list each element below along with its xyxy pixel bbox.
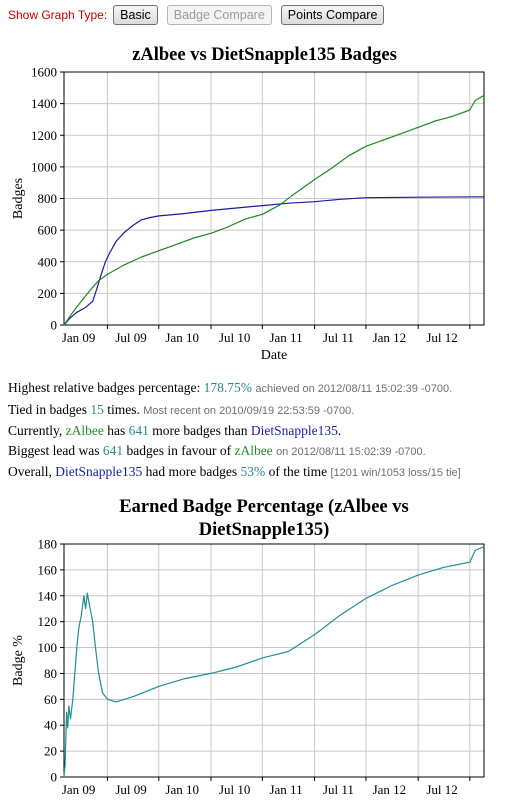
stat-highest-percentage: Highest relative badges percentage: 178.… [8, 378, 526, 400]
y-tick-label: 40 [44, 718, 57, 733]
user-dietsnapple: DietSnapple135 [55, 464, 142, 479]
highest-percentage-date: achieved on 2012/08/11 15:02:39 -0700. [255, 383, 452, 395]
y-tick-label: 160 [38, 562, 58, 577]
x-tick-label: Jul 12 [426, 330, 457, 345]
x-tick-label: Jul 09 [115, 782, 146, 797]
stat-label: Tied in badges [8, 402, 87, 417]
graph-type-label: Show Graph Type: [8, 8, 107, 22]
stat-label: . [338, 423, 341, 438]
x-tick-label: Jan 09 [62, 782, 96, 797]
x-tick-label: Jul 09 [115, 330, 146, 345]
y-tick-label: 200 [38, 286, 58, 301]
x-tick-label: Jan 11 [269, 330, 302, 345]
plot-area [64, 544, 484, 777]
y-tick-label: 1400 [31, 96, 57, 111]
user-zalbee: zAlbee [66, 423, 104, 438]
percentage-chart: 0 20 40 60 80 100 120 140 160 180 Jan 09 Jul 09 Jan … [0, 538, 529, 800]
y-tick-label: 120 [38, 614, 58, 629]
y-tick-label: 100 [38, 640, 58, 655]
stat-label: had more badges [146, 464, 237, 479]
y-tick-label: 0 [51, 770, 58, 785]
x-tick-label: Jul 12 [426, 782, 457, 797]
y-tick-label: 140 [38, 588, 58, 603]
y-tick-label: 400 [38, 254, 58, 269]
overall-percent: 53% [240, 464, 265, 479]
y-tick-label: 0 [51, 318, 58, 333]
x-tick-label: Jan 10 [165, 782, 199, 797]
y-tick-label: 20 [44, 744, 57, 759]
biggest-lead-date: on 2012/08/11 15:02:39 -0700. [276, 446, 426, 458]
badges-chart: 0 200 400 600 800 1000 1200 1400 1600 Jan 09 Jul 0… [0, 64, 529, 364]
basic-button[interactable]: Basic [113, 5, 158, 25]
x-tick-label: Jul 10 [219, 782, 250, 797]
x-tick-label: Jan 11 [269, 782, 302, 797]
stat-label: Biggest lead was [8, 443, 99, 458]
tie-note: Most recent on 2010/09/19 22:53:59 -0700… [143, 405, 354, 417]
x-tick-label: Jul 11 [323, 782, 354, 797]
badge-compare-button[interactable]: Badge Compare [167, 5, 272, 25]
tie-count: 15 [90, 402, 104, 417]
stat-label: Currently, [8, 423, 62, 438]
x-axis-label: Date [261, 348, 287, 363]
win-loss-record: [1201 win/1053 loss/15 tie] [330, 467, 460, 479]
y-tick-label: 800 [38, 191, 58, 206]
stat-ties: Tied in badges 15 times. Most recent on … [8, 400, 526, 422]
y-tick-label: 600 [38, 223, 58, 238]
stat-label: badges in favour of [126, 443, 231, 458]
y-axis-label: Badges [11, 178, 26, 219]
x-tick-label: Jan 12 [373, 330, 407, 345]
user-dietsnapple: DietSnapple135 [251, 423, 338, 438]
x-tick-label: Jan 09 [62, 330, 96, 345]
y-tick-label: 1600 [31, 65, 57, 80]
y-tick-label: 180 [38, 538, 58, 552]
y-tick-label: 1000 [31, 159, 57, 174]
percentage-chart-title: Earned Badge Percentage (zAlbee vs DietS… [64, 496, 464, 542]
x-tick-label: Jan 12 [373, 782, 407, 797]
stat-overall: Overall, DietSnapple135 had more badges … [8, 462, 526, 484]
stat-label: has [107, 423, 125, 438]
current-lead-count: 641 [129, 423, 149, 438]
stat-biggest-lead: Biggest lead was 641 badges in favour of… [8, 441, 526, 463]
stat-label: Overall, [8, 464, 52, 479]
biggest-lead-count: 641 [103, 443, 123, 458]
y-tick-label: 1200 [31, 128, 57, 143]
x-tick-label: Jul 11 [323, 330, 354, 345]
stat-label: more badges than [152, 423, 247, 438]
stat-current-lead: Currently, zAlbee has 641 more badges th… [8, 421, 526, 441]
y-tick-label: 60 [44, 692, 57, 707]
comparison-stats: Highest relative badges percentage: 178.… [8, 378, 526, 484]
stat-label: Highest relative badges percentage: [8, 380, 200, 395]
x-tick-label: Jan 10 [165, 330, 199, 345]
graph-type-toolbar: Show Graph Type: Basic Badge Compare Poi… [8, 5, 393, 25]
stat-label: times. [107, 402, 140, 417]
points-compare-button[interactable]: Points Compare [281, 5, 385, 25]
y-tick-label: 80 [44, 666, 57, 681]
highest-percentage-value: 178.75% [204, 380, 252, 395]
x-tick-label: Jul 10 [219, 330, 250, 345]
user-zalbee: zAlbee [234, 443, 272, 458]
stat-label: of the time [269, 464, 327, 479]
y-axis-label: Badge % [11, 635, 26, 686]
